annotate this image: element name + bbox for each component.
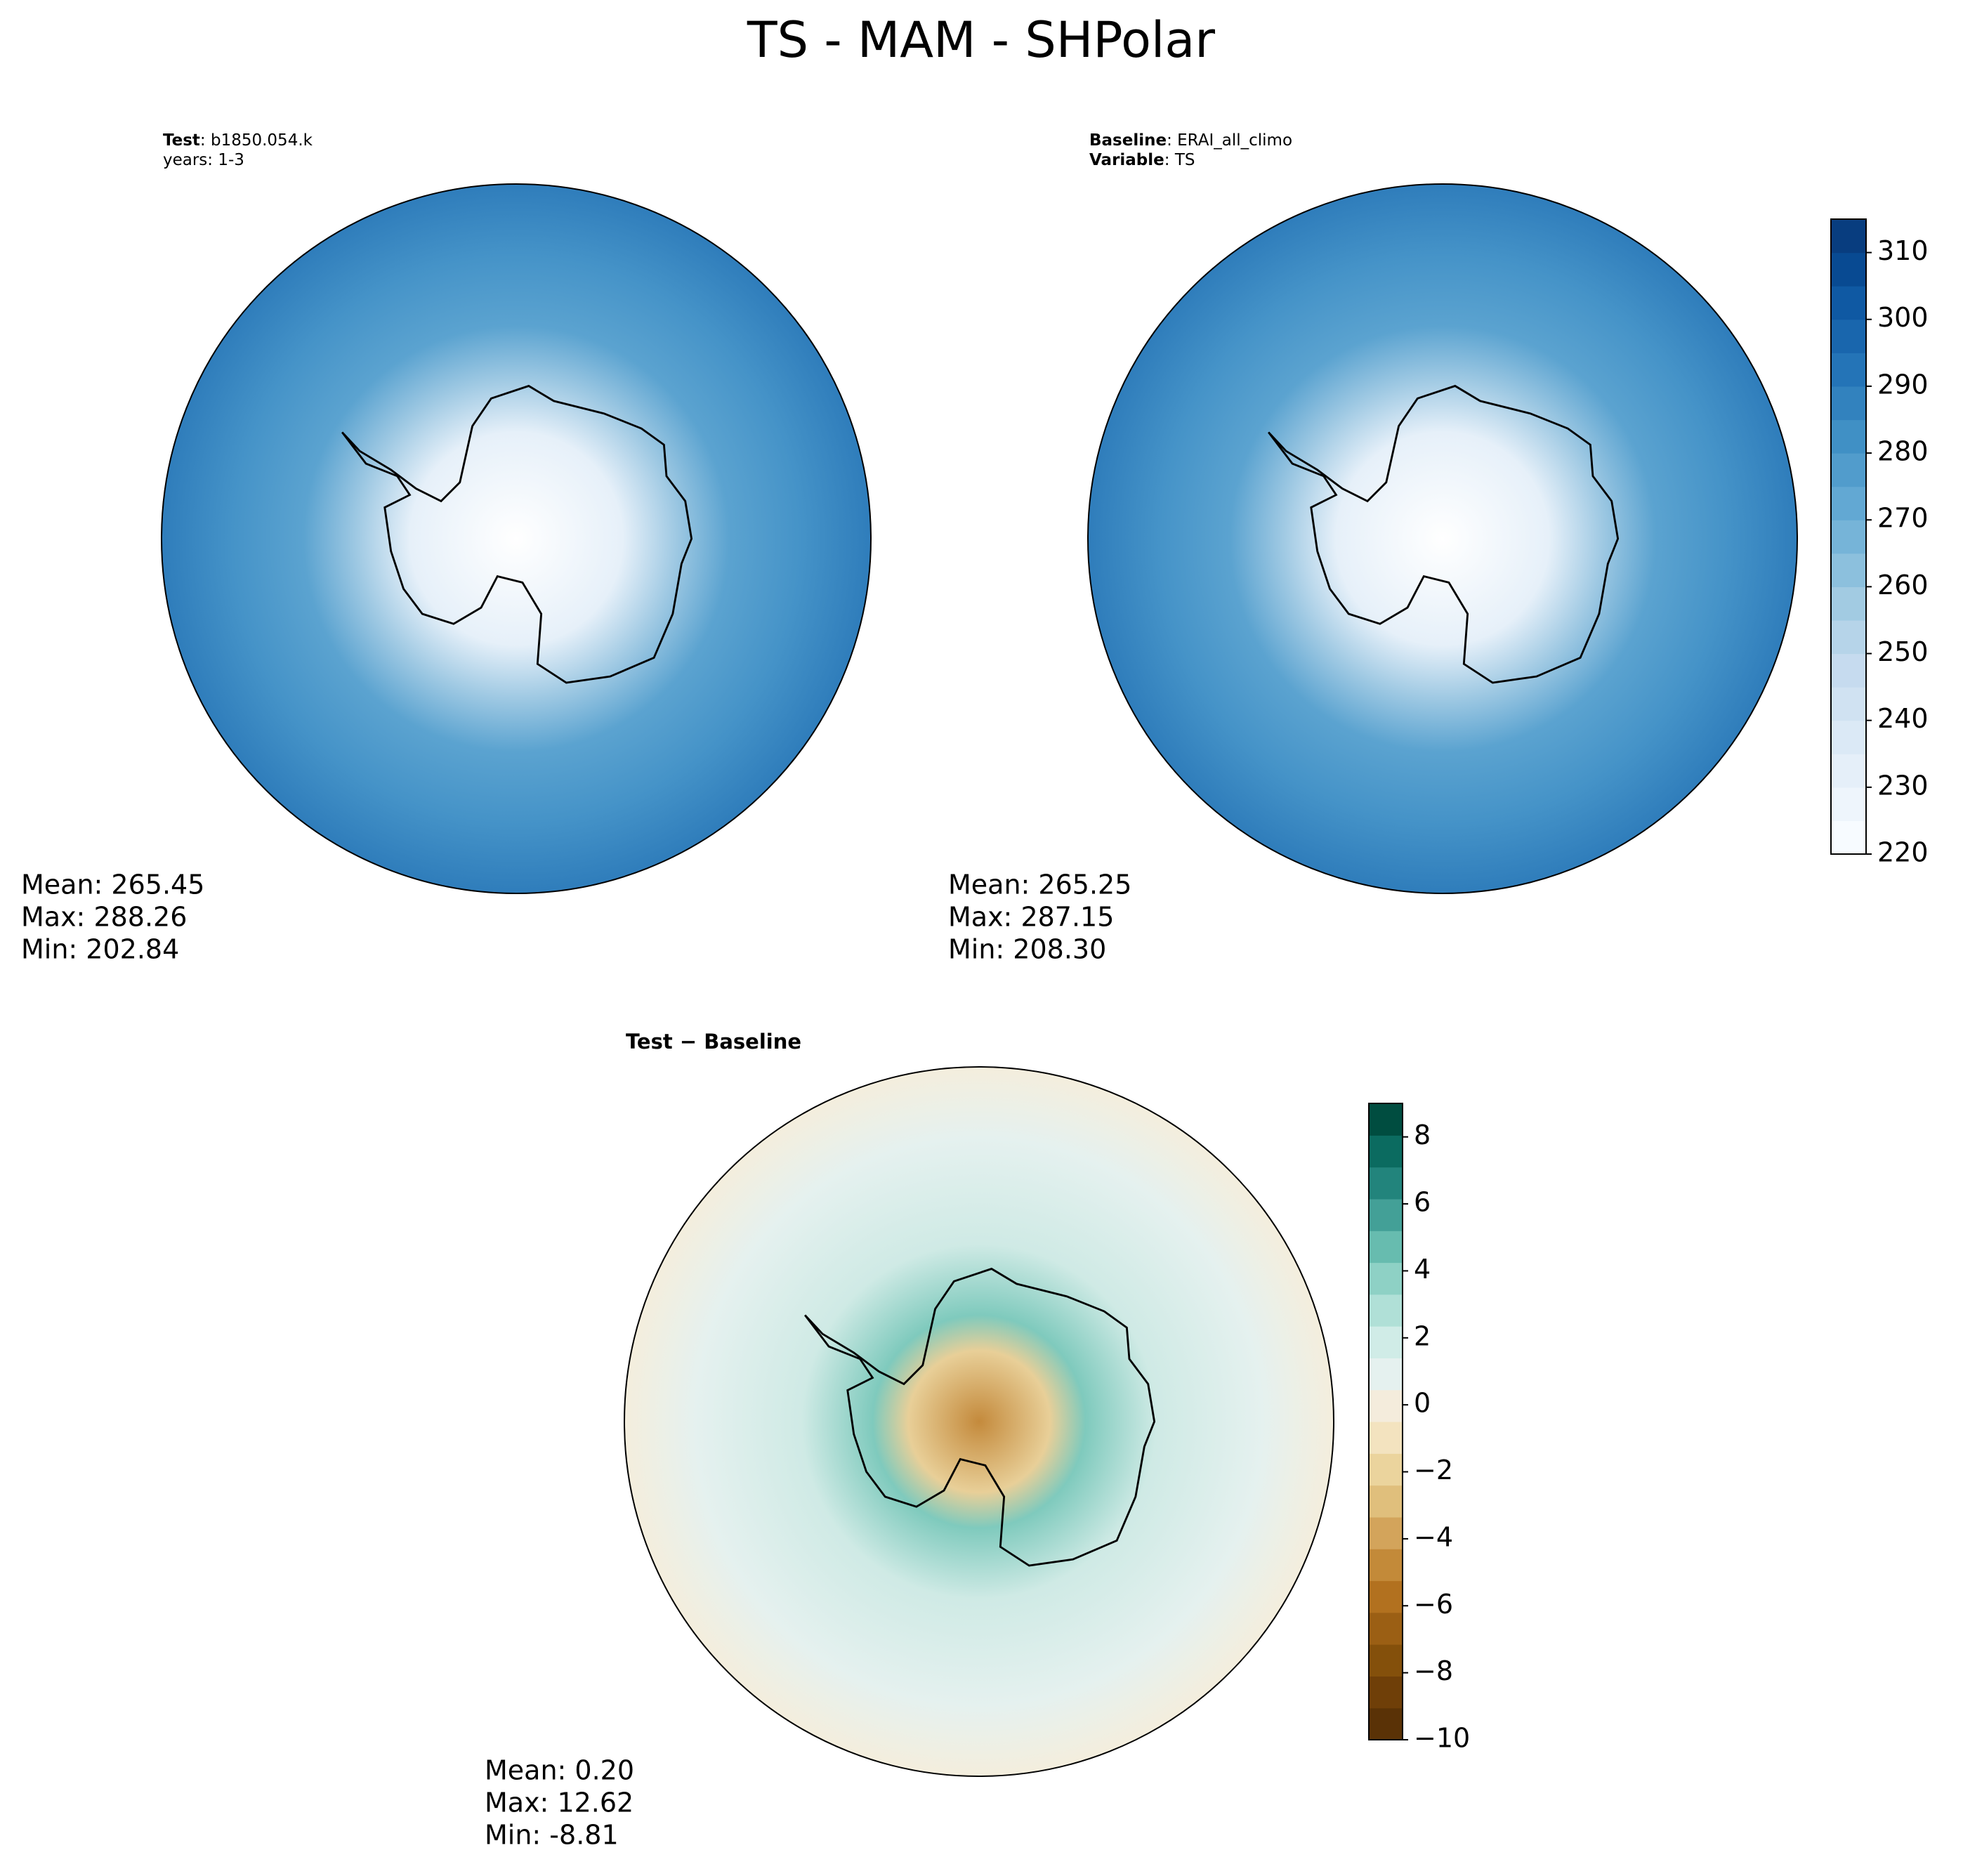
- panel-header: Variable: TS: [1089, 151, 1195, 169]
- colorbar-band: [1369, 1453, 1403, 1486]
- polar-map: [161, 183, 872, 894]
- stat-text: Mean: 265.45: [21, 870, 204, 900]
- panel-header: Test: b1850.054.k: [163, 131, 313, 150]
- colorbar-band: [1831, 286, 1866, 320]
- colorbar-tick-label: −6: [1414, 1589, 1453, 1620]
- colorbar-band: [1369, 1580, 1403, 1613]
- panel-header: Baseline: ERAI_all_climo: [1089, 131, 1292, 150]
- colorbar-tick-label: 240: [1877, 703, 1929, 734]
- header-key: Test: [163, 131, 200, 150]
- panel-subtitle: Test − Baseline: [626, 1030, 801, 1054]
- map-panel: [1087, 183, 1798, 894]
- header-key: Baseline: [1089, 131, 1167, 150]
- header-key: Variable: [1089, 151, 1164, 169]
- colorbar-band: [1369, 1167, 1403, 1200]
- stat-text: Min: 208.30: [948, 934, 1106, 965]
- colorbar-tick-label: 0: [1414, 1388, 1431, 1419]
- header-text: : TS: [1164, 151, 1195, 169]
- colorbar-tick-label: −2: [1414, 1455, 1453, 1485]
- colorbar-band: [1369, 1612, 1403, 1645]
- colorbar-band: [1831, 653, 1866, 688]
- colorbar-tick-label: 8: [1414, 1120, 1431, 1150]
- colorbar-frame: [1830, 218, 1867, 855]
- colorbar-band: [1831, 486, 1866, 520]
- colorbar-band: [1831, 754, 1866, 788]
- polar-map: [624, 1066, 1334, 1777]
- colorbar-band: [1369, 1549, 1403, 1582]
- colorbar-tick-label: 4: [1414, 1254, 1431, 1285]
- colorbar-band: [1831, 219, 1866, 254]
- stat-text: Min: -8.81: [485, 1820, 619, 1851]
- header-text: : b1850.054.k: [200, 131, 313, 150]
- colorbar-band: [1831, 386, 1866, 421]
- stat-text: Min: 202.84: [21, 934, 179, 965]
- stat-text: Max: 12.62: [485, 1788, 633, 1818]
- panel-header: years: 1-3: [163, 151, 244, 169]
- colorbar-band: [1831, 353, 1866, 387]
- colorbar-band: [1831, 820, 1866, 855]
- colorbar-tick-label: 220: [1877, 837, 1929, 868]
- colorbar-band: [1831, 720, 1866, 754]
- colorbar-band: [1831, 687, 1866, 721]
- colorbar-band: [1369, 1103, 1403, 1136]
- colorbar-band: [1369, 1294, 1403, 1327]
- colorbar-tick-label: −10: [1414, 1723, 1470, 1754]
- colorbar-band: [1369, 1262, 1403, 1295]
- colorbar-band: [1369, 1135, 1403, 1168]
- colorbar-band: [1369, 1485, 1403, 1518]
- colorbar-band: [1369, 1358, 1403, 1391]
- colorbar-tick-label: 2: [1414, 1320, 1431, 1351]
- colorbar-band: [1831, 252, 1866, 287]
- colorbar-tick-label: −4: [1414, 1521, 1453, 1552]
- colorbar-tick-label: 290: [1877, 369, 1929, 400]
- map-panel: [624, 1066, 1334, 1777]
- stat-text: Mean: 0.20: [485, 1755, 634, 1786]
- colorbar-tick-label: 270: [1877, 503, 1929, 534]
- colorbar-band: [1831, 553, 1866, 587]
- colorbar-tick-label: 280: [1877, 436, 1929, 467]
- polar-map: [1087, 183, 1798, 894]
- colorbar-tick-label: 250: [1877, 636, 1929, 667]
- colorbar-band: [1831, 787, 1866, 822]
- map-panel: [161, 183, 872, 894]
- figure-title: TS - MAM - SHPolar: [747, 11, 1215, 69]
- colorbar-band: [1369, 1516, 1403, 1549]
- colorbar-frame: [1368, 1103, 1403, 1740]
- colorbar-band: [1831, 520, 1866, 554]
- colorbar-band: [1369, 1198, 1403, 1231]
- colorbar-tick-label: 260: [1877, 570, 1929, 601]
- colorbar-band: [1831, 419, 1866, 454]
- stat-text: Max: 287.15: [948, 902, 1114, 933]
- colorbar-tick-label: −8: [1414, 1655, 1453, 1686]
- header-text: : ERAI_all_climo: [1167, 131, 1292, 150]
- colorbar-tick-label: 310: [1877, 235, 1929, 266]
- colorbar-tick-label: 6: [1414, 1187, 1431, 1218]
- colorbar-tick-label: 230: [1877, 770, 1929, 801]
- stat-text: Mean: 265.25: [948, 870, 1131, 900]
- header-text: years: 1-3: [163, 151, 244, 169]
- colorbar-band: [1369, 1389, 1403, 1422]
- colorbar-band: [1831, 586, 1866, 621]
- colorbar-band: [1369, 1676, 1403, 1709]
- stat-text: Max: 288.26: [21, 902, 187, 933]
- colorbar-band: [1369, 1422, 1403, 1454]
- colorbar-band: [1369, 1707, 1403, 1740]
- colorbar-band: [1369, 1231, 1403, 1264]
- colorbar-band: [1831, 619, 1866, 655]
- colorbar-band: [1831, 319, 1866, 353]
- colorbar-band: [1369, 1326, 1403, 1358]
- colorbar-band: [1831, 453, 1866, 487]
- colorbar-band: [1369, 1644, 1403, 1677]
- colorbar-tick-label: 300: [1877, 302, 1929, 333]
